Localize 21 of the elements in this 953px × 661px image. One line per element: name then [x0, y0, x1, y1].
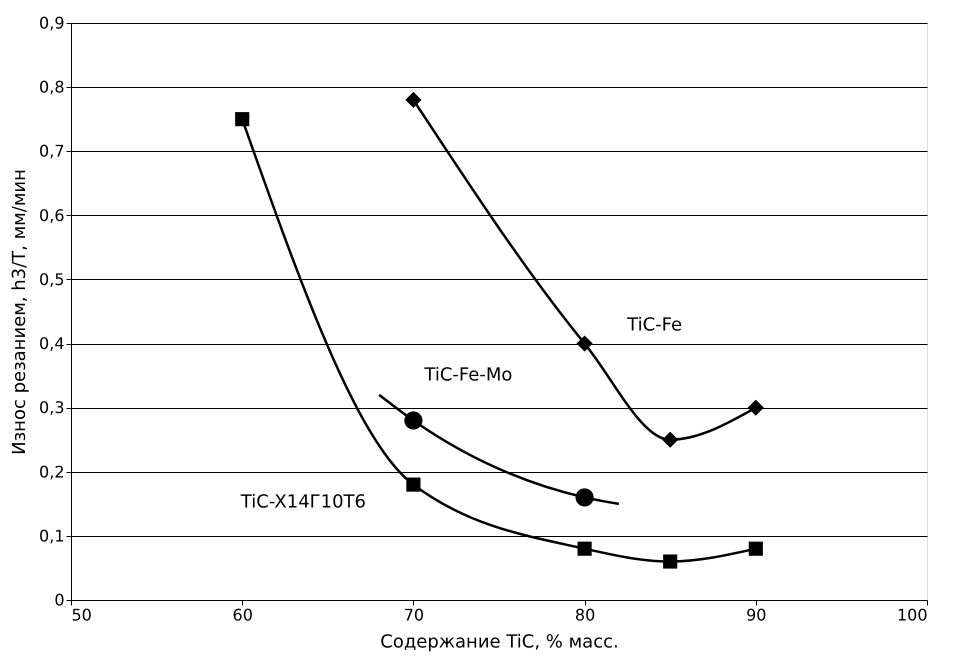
x-tick-label: 80: [574, 606, 596, 624]
y-tick-label: 0,6: [39, 206, 64, 225]
x-tick-label: 100: [896, 606, 928, 624]
y-tick-label: 0,4: [39, 334, 64, 354]
x-tick-label: 50: [72, 606, 92, 624]
y-tick-label: 0,7: [39, 142, 64, 161]
y-axis-title: Износ резанием, h3/T, мм/мин: [9, 169, 30, 455]
text: TiC-X14Г10Т6: [240, 492, 366, 513]
y-tick-label: 0,5: [39, 270, 64, 289]
y-tick-label: 0,2: [39, 462, 64, 482]
series-label: TiC-Fe-Mo: [423, 364, 512, 386]
y-tick-label: 0,9: [39, 14, 64, 32]
x-tick-label: 60: [232, 606, 253, 624]
y-tick-label: 0,3: [39, 398, 64, 418]
x-axis-title: Содержание TiC, % масс.: [380, 632, 619, 652]
x-tick-label: 90: [746, 606, 766, 624]
x-tick-label: 70: [404, 606, 424, 624]
series-label: TiC-Fe: [626, 314, 682, 336]
y-tick-label: 0: [54, 590, 64, 610]
y-tick-label: 0,8: [39, 78, 64, 97]
y-tick-label: 0,1: [39, 526, 64, 546]
